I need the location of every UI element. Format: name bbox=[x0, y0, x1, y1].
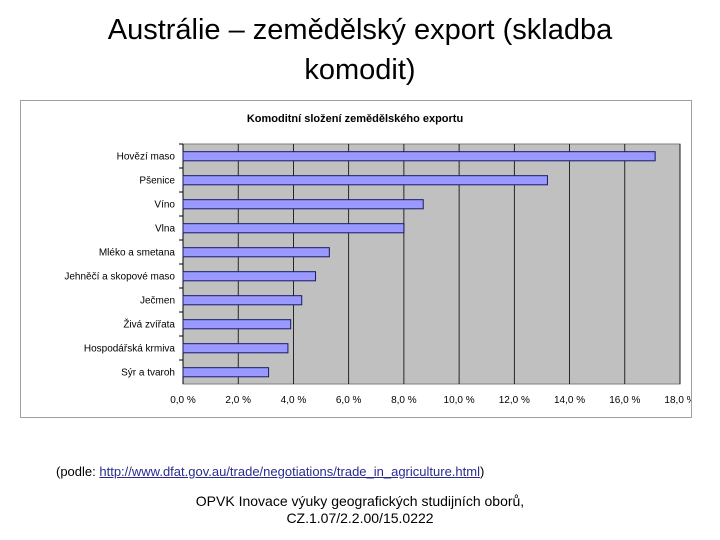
category-label: Vlna bbox=[155, 224, 175, 235]
slide-title-line1: Austrálie – zemědělský export (skladba bbox=[107, 14, 613, 46]
source-link[interactable]: http://www.dfat.gov.au/trade/negotiation… bbox=[99, 464, 480, 479]
footer-line1: OPVK Inovace výuky geografických studijn… bbox=[195, 493, 525, 509]
category-label: Živá zvířata bbox=[123, 318, 175, 331]
bar-3 bbox=[182, 199, 424, 210]
chart-title: Komoditní složení zemědělského exportu bbox=[247, 113, 463, 125]
bar-8 bbox=[182, 319, 292, 330]
x-tick-label: 12,0 % bbox=[499, 395, 530, 406]
x-tick-label: 0,0 % bbox=[170, 395, 196, 406]
chart-frame: Hovězí maso Pšenice Víno Vlna Mléko a smetan… bbox=[20, 100, 692, 418]
bar-1 bbox=[182, 151, 656, 162]
bar-2 bbox=[182, 175, 548, 186]
x-tick-label: 16,0 % bbox=[609, 395, 640, 406]
x-tick-label: 14,0 % bbox=[554, 395, 585, 406]
bar-4 bbox=[182, 223, 405, 234]
bar-7 bbox=[182, 295, 303, 306]
slide-title-line2: komodit) bbox=[304, 54, 416, 86]
x-tick-label: 4,0 % bbox=[281, 395, 307, 406]
bar-9 bbox=[182, 343, 289, 354]
category-label: Hospodářská krmiva bbox=[84, 344, 176, 355]
footer-line2: CZ.1.07/2.2.00/15.0222 bbox=[286, 510, 434, 526]
bar-6 bbox=[182, 271, 317, 282]
category-label: Hovězí maso bbox=[117, 152, 176, 163]
category-label: Mléko a smetana bbox=[99, 248, 176, 259]
source-note: (podle: http://www.dfat.gov.au/trade/neg… bbox=[56, 464, 484, 479]
bar-chart: Hovězí maso Pšenice Víno Vlna Mléko a smetan… bbox=[64, 113, 691, 406]
bar-10 bbox=[182, 367, 270, 378]
x-tick-label: 18,0 % bbox=[664, 395, 691, 406]
bar-5 bbox=[182, 247, 330, 258]
x-tick-label: 10,0 % bbox=[444, 395, 475, 406]
category-label: Sýr a tvaroh bbox=[121, 368, 175, 379]
category-label: Jehněčí a skopové maso bbox=[64, 272, 175, 283]
footer: OPVK Inovace výuky geografických studijn… bbox=[160, 493, 560, 527]
source-suffix: ) bbox=[479, 464, 485, 479]
x-tick-label: 8,0 % bbox=[391, 395, 417, 406]
category-label: Víno bbox=[154, 200, 175, 211]
category-label: Pšenice bbox=[139, 176, 175, 187]
category-label: Ječmen bbox=[140, 296, 175, 307]
x-tick-label: 6,0 % bbox=[336, 395, 362, 406]
x-tick-label: 2,0 % bbox=[225, 395, 251, 406]
slide-title: Austrálie – zemědělský export (skladba k… bbox=[40, 10, 680, 90]
source-prefix: (podle: bbox=[56, 464, 100, 479]
